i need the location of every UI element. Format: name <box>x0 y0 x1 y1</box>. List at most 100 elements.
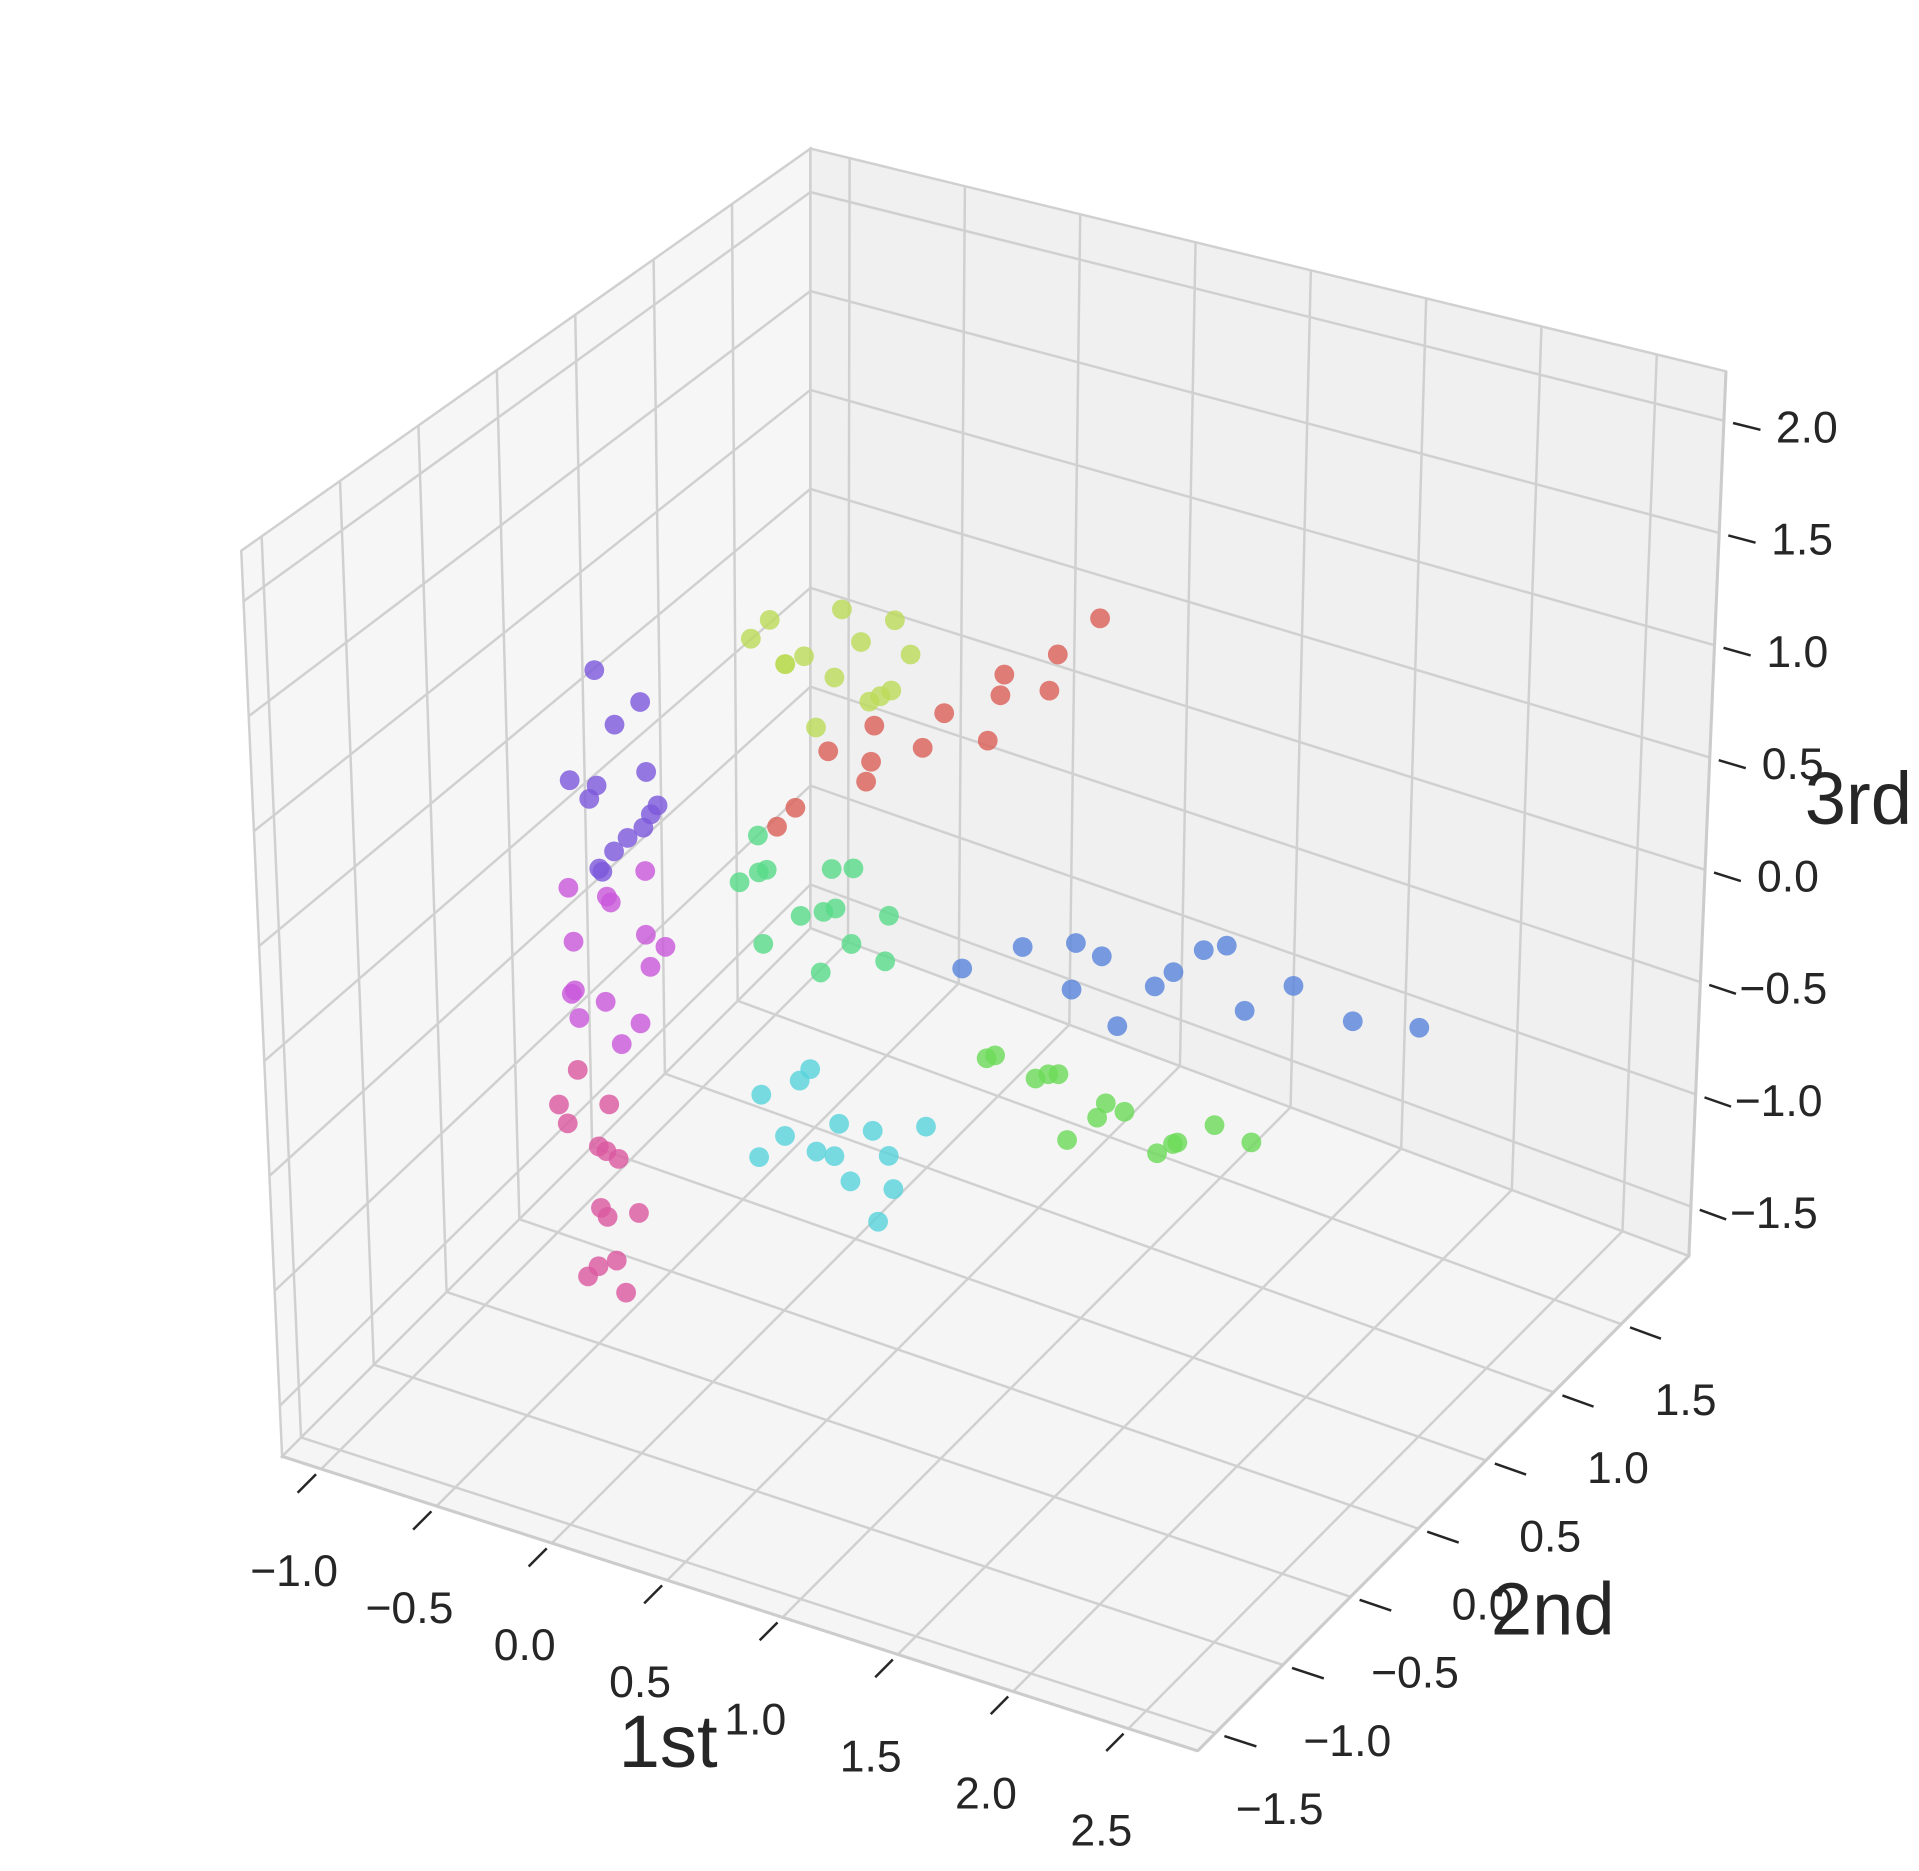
data-point <box>1204 1115 1225 1135</box>
data-point <box>1095 1093 1116 1114</box>
grid-line <box>1621 354 1659 1232</box>
grid-line <box>1178 242 1197 1067</box>
data-point <box>1234 1000 1255 1021</box>
grid-line <box>730 203 739 1001</box>
tick-label: 0.5 <box>609 1658 671 1707</box>
tick-label: 1.0 <box>724 1695 786 1744</box>
data-point <box>604 714 625 735</box>
grid-line <box>338 480 376 1365</box>
grid-line <box>300 1436 1216 1735</box>
tick-mark <box>1699 1208 1727 1221</box>
data-point <box>862 1120 883 1141</box>
data-point <box>567 1060 588 1080</box>
data-point <box>557 1113 578 1134</box>
tick-label: 2.0 <box>955 1769 1017 1818</box>
tick-label: 0.0 <box>1452 1581 1514 1630</box>
tick-label: 1.5 <box>840 1732 902 1781</box>
data-point <box>606 1250 627 1271</box>
grid-line <box>1399 298 1428 1149</box>
tick-mark <box>1732 421 1761 432</box>
data-point <box>900 644 921 665</box>
data-point <box>840 1171 861 1192</box>
data-point <box>596 886 617 907</box>
data-point <box>584 660 605 681</box>
data-point <box>635 924 656 945</box>
data-point <box>1087 1107 1108 1128</box>
data-point <box>912 737 933 758</box>
x-axis-title: 1st <box>619 1700 718 1783</box>
data-point <box>588 1256 609 1277</box>
grid-line <box>781 1106 1292 1619</box>
data-point <box>740 628 761 649</box>
grid-line <box>435 982 960 1507</box>
data-point <box>599 1094 620 1115</box>
tick-label: −0.5 <box>1739 965 1827 1014</box>
data-point <box>1012 937 1033 957</box>
grid-line <box>278 883 812 1407</box>
tick-mark <box>1224 1734 1257 1748</box>
data-point <box>604 841 624 862</box>
tick-label: −1.5 <box>1730 1189 1818 1238</box>
tick-mark <box>527 1547 548 1568</box>
data-point <box>789 1070 810 1091</box>
grid-line <box>810 388 1715 647</box>
grid-line <box>320 941 849 1470</box>
tick-mark <box>1704 1096 1732 1108</box>
grid-line <box>268 685 812 1177</box>
data-point <box>856 771 877 792</box>
grid-line <box>591 1145 1487 1462</box>
tick-mark <box>1494 1462 1527 1476</box>
data-point <box>1147 1143 1167 1164</box>
data-point <box>881 680 902 701</box>
data-point <box>1216 935 1237 956</box>
grid-line <box>417 425 448 1292</box>
grid-line <box>242 191 812 603</box>
grid-line <box>810 685 1701 984</box>
data-point <box>1163 962 1184 983</box>
data-point <box>841 934 862 954</box>
data-point <box>630 692 651 712</box>
data-point <box>916 1116 936 1137</box>
data-point <box>990 685 1011 706</box>
data-point <box>824 667 845 688</box>
grid-line <box>253 388 812 833</box>
tick-label: 0.0 <box>1757 852 1819 901</box>
grid-line <box>518 1217 1419 1530</box>
data-point <box>751 1084 772 1105</box>
data-point <box>597 1206 618 1227</box>
axis-line <box>1687 371 1728 1257</box>
grid-line <box>810 784 1697 1096</box>
data-point <box>1114 1101 1135 1122</box>
tick-label: −1.5 <box>1236 1785 1324 1834</box>
data-point <box>868 1211 888 1232</box>
grid-line <box>551 1023 1071 1545</box>
data-point <box>759 609 780 630</box>
data-point <box>589 858 610 879</box>
tick-mark <box>643 1584 663 1605</box>
tick-label: 2.0 <box>1776 403 1838 452</box>
grid-line <box>573 314 594 1147</box>
data-point <box>884 610 905 631</box>
grid-line <box>1127 1230 1624 1730</box>
tick-mark <box>296 1473 317 1494</box>
tick-mark <box>1713 871 1742 883</box>
data-point <box>1241 1132 1262 1153</box>
data-point <box>617 827 638 848</box>
data-point <box>821 859 842 879</box>
data-point <box>883 1179 904 1199</box>
data-point <box>640 956 661 977</box>
tick-mark <box>1629 1326 1662 1340</box>
data-point <box>843 858 864 879</box>
grid-line <box>810 586 1706 871</box>
tick-label: −0.5 <box>365 1584 453 1633</box>
data-point <box>563 931 584 952</box>
tick-mark <box>1426 1530 1460 1544</box>
axis-line <box>281 1454 1199 1753</box>
data-point <box>747 825 768 846</box>
tick-label: 2.5 <box>1070 1807 1132 1856</box>
data-point <box>785 797 806 818</box>
data-point <box>824 1146 845 1167</box>
panes <box>240 146 1728 1753</box>
data-point <box>549 1094 569 1115</box>
data-point <box>635 861 656 881</box>
